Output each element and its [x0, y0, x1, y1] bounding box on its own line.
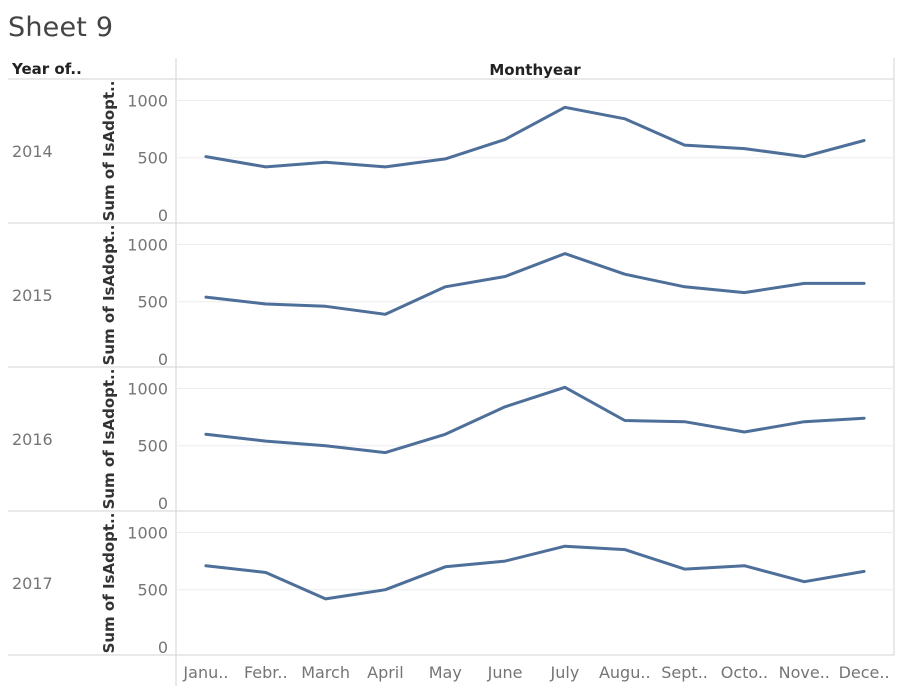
x-tick-label: Augu..	[599, 663, 651, 682]
y-tick-label: 0	[158, 494, 168, 513]
sheet-title: Sheet 9	[8, 12, 114, 43]
x-tick-label: Octo..	[721, 663, 768, 682]
x-tick-label: May	[429, 663, 462, 682]
row-label-2014[interactable]: 2014	[12, 142, 53, 161]
y-tick-label: 1000	[127, 235, 168, 254]
y-tick-label: 0	[158, 206, 168, 225]
series-line-2017[interactable]	[204, 544, 866, 601]
y-axis-title: Sum of IsAdopt..	[100, 81, 118, 222]
x-tick-label: Febr..	[244, 663, 288, 682]
row-label-2016[interactable]: 2016	[12, 430, 53, 449]
pane-2014: 2014 Sum of IsAdopt.. 0 500 1000	[12, 81, 894, 225]
x-tick-label: Nove..	[779, 663, 830, 682]
column-header[interactable]: Monthyear	[489, 61, 581, 79]
y-tick-label: 500	[137, 581, 168, 600]
y-tick-label: 500	[137, 149, 168, 168]
chart-panes: 2014 Sum of IsAdopt.. 0 500 1000 2015 Sum of I…	[12, 81, 894, 657]
pane-2016: 2016 Sum of IsAdopt.. 0 500 1000	[12, 369, 894, 513]
pane-2015: 2015 Sum of IsAdopt.. 0 500 1000	[12, 225, 894, 369]
x-tick-label: Dece..	[839, 663, 890, 682]
y-axis-title: Sum of IsAdopt..	[100, 225, 118, 366]
x-tick-label: July	[550, 663, 580, 682]
series-line-2016[interactable]	[204, 385, 866, 455]
y-tick-label: 0	[158, 350, 168, 369]
x-tick-label: June	[487, 663, 523, 682]
y-tick-label: 0	[158, 638, 168, 657]
series-line-2015[interactable]	[204, 252, 866, 316]
pane-2017: 2017 Sum of IsAdopt.. 0 500 1000	[12, 513, 894, 657]
y-axis-title: Sum of IsAdopt..	[100, 513, 118, 654]
y-tick-label: 1000	[127, 523, 168, 542]
y-tick-label: 500	[137, 293, 168, 312]
x-tick-label: April	[367, 663, 404, 682]
x-axis-ticks: Janu.. Febr.. March April May June July Augu.. S…	[182, 663, 889, 682]
y-tick-label: 500	[137, 437, 168, 456]
y-tick-label: 1000	[127, 379, 168, 398]
y-axis-title: Sum of IsAdopt..	[100, 369, 118, 510]
row-header[interactable]: Year of..	[11, 60, 82, 78]
x-tick-label: Janu..	[182, 663, 228, 682]
row-label-2017[interactable]: 2017	[12, 574, 53, 593]
x-tick-label: March	[301, 663, 350, 682]
x-tick-label: Sept..	[661, 663, 708, 682]
row-label-2015[interactable]: 2015	[12, 286, 53, 305]
y-tick-label: 1000	[127, 91, 168, 110]
series-line-2014[interactable]	[204, 105, 866, 169]
